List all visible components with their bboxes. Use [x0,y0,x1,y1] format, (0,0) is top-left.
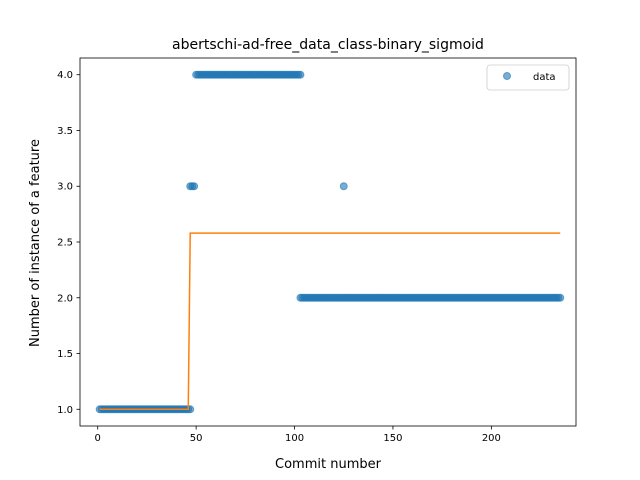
x-tick-label: 50 [190,433,203,444]
axis-ticks: 0 50 100 150 200 1.0 1.5 2.0 2.5 3.0 3.5 4.0 [57,70,501,444]
y-tick-label: 1.5 [57,349,73,360]
legend-marker [503,72,511,80]
x-axis-label: Commit number [275,457,382,472]
scatter-point [339,182,348,191]
y-tick-label: 2.5 [57,238,73,249]
plot-area [79,57,577,427]
x-tick-label: 200 [482,433,501,444]
scatter-point [190,182,199,191]
scatter-point [296,70,305,79]
x-tick-label: 150 [383,433,402,444]
y-tick-label: 4.0 [57,70,73,81]
scatter-point [556,293,565,302]
y-axis-label: Number of instance of a feature [28,139,43,347]
legend: data [486,64,570,91]
y-tick-label: 1.0 [57,405,73,416]
legend-label: data [533,72,556,83]
legend-box [486,64,570,91]
y-tick-label: 2.0 [57,293,73,304]
chart-title: abertschi-ad-free_data_class-binary_sigm… [172,37,484,53]
y-tick-label: 3.5 [57,126,73,137]
fit-line [99,232,561,411]
y-tick-label: 3.0 [57,182,73,193]
x-tick-label: 0 [95,433,101,444]
x-tick-label: 100 [285,433,304,444]
